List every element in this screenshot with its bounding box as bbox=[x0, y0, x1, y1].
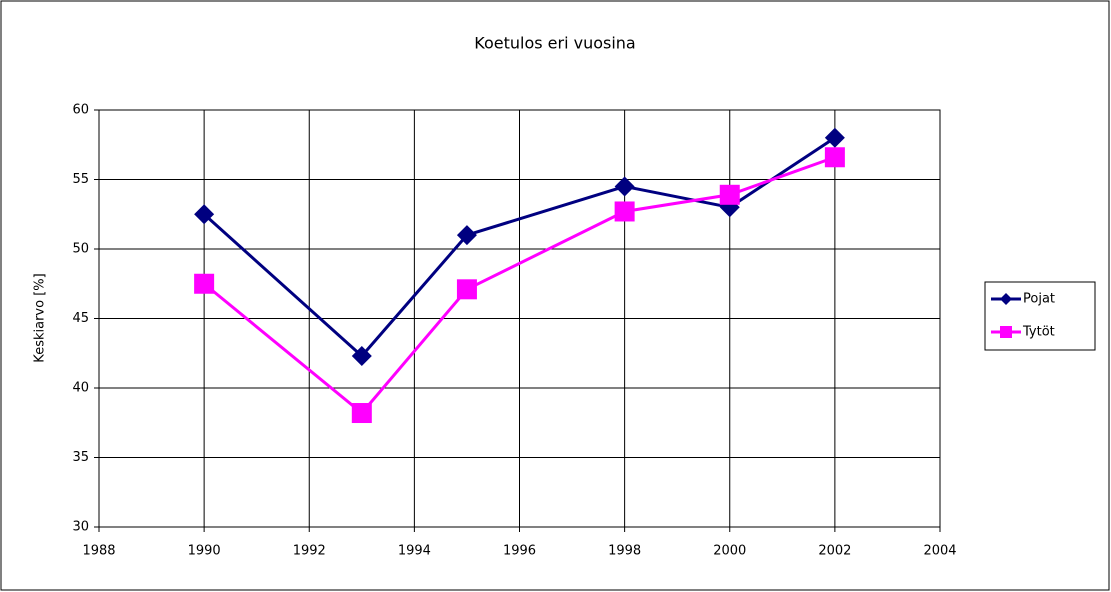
y-tick-label: 50 bbox=[72, 242, 89, 257]
chart-title: Koetulos eri vuosina bbox=[474, 34, 635, 53]
legend-marker bbox=[1000, 326, 1012, 338]
y-tick-label: 35 bbox=[72, 450, 89, 465]
data-point bbox=[824, 147, 845, 168]
data-point bbox=[194, 273, 215, 294]
legend-box bbox=[984, 281, 1096, 351]
y-tick-label: 60 bbox=[72, 103, 89, 118]
x-tick-label: 2000 bbox=[713, 544, 746, 559]
legend-label: Tytöt bbox=[1022, 325, 1055, 340]
x-tick-label: 1992 bbox=[293, 544, 326, 559]
x-tick-label: 1988 bbox=[82, 544, 115, 559]
data-point bbox=[351, 403, 372, 424]
data-point bbox=[351, 346, 372, 367]
legend-label: Pojat bbox=[1023, 292, 1055, 307]
x-tick-label: 1994 bbox=[398, 544, 431, 559]
y-axis-label: Keskiarvo [%] bbox=[33, 273, 48, 362]
x-tick-label: 1998 bbox=[608, 544, 641, 559]
data-point bbox=[456, 225, 477, 246]
x-tick-label: 2004 bbox=[923, 544, 956, 559]
y-tick-label: 55 bbox=[72, 172, 89, 187]
series-line bbox=[203, 155, 836, 416]
x-tick-label: 2002 bbox=[818, 544, 851, 559]
x-tick-label: 1996 bbox=[503, 544, 536, 559]
series-line bbox=[203, 136, 836, 359]
y-tick-label: 40 bbox=[72, 381, 89, 396]
data-point bbox=[824, 127, 845, 148]
x-tick-label: 1990 bbox=[188, 544, 221, 559]
data-point bbox=[194, 204, 215, 225]
data-point bbox=[614, 201, 635, 222]
data-point bbox=[614, 176, 635, 197]
plot-area bbox=[98, 109, 941, 528]
data-point bbox=[456, 279, 477, 300]
y-tick-label: 45 bbox=[72, 311, 89, 326]
legend-marker bbox=[1000, 293, 1012, 305]
data-point bbox=[719, 184, 740, 205]
y-tick-label: 30 bbox=[72, 520, 89, 535]
